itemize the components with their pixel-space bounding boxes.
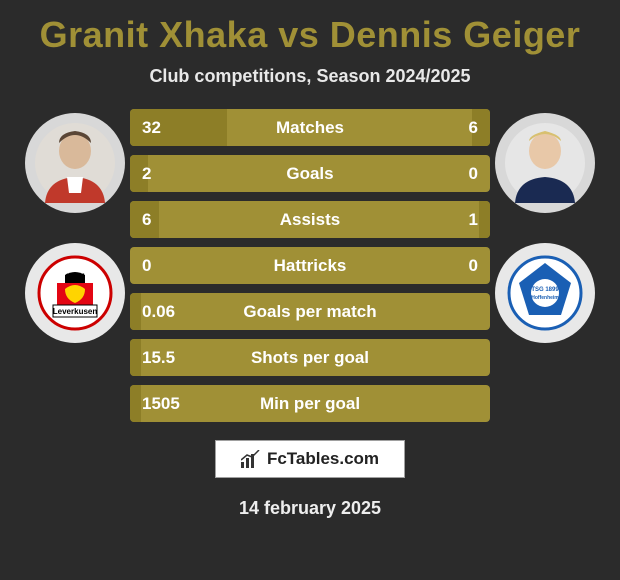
player-right-avatar xyxy=(495,113,595,213)
club-badge-icon: 1904 Leverkusen xyxy=(35,253,115,333)
comparison-panel: 1904 Leverkusen 32 6 Matches 2 0 Goals 6 1 Assis… xyxy=(0,107,620,422)
bar-fill-left xyxy=(130,339,141,376)
site-label: FcTables.com xyxy=(267,449,379,469)
stat-right-value: 0 xyxy=(469,256,478,276)
player-left-avatar xyxy=(25,113,125,213)
player-right-club-badge: TSG 1899 Hoffenheim xyxy=(495,243,595,343)
stat-left-value: 1505 xyxy=(142,394,180,414)
person-icon xyxy=(35,123,115,203)
svg-text:Hoffenheim: Hoffenheim xyxy=(531,295,559,301)
subtitle: Club competitions, Season 2024/2025 xyxy=(149,66,470,87)
stat-right-value: 0 xyxy=(469,164,478,184)
stat-label: Shots per goal xyxy=(251,348,369,368)
stat-left-value: 32 xyxy=(142,118,161,138)
stat-right-value: 1 xyxy=(469,210,478,230)
stat-label: Goals per match xyxy=(243,302,376,322)
page-title: Granit Xhaka vs Dennis Geiger xyxy=(40,14,581,56)
stat-row: 15.5 Shots per goal xyxy=(130,339,490,376)
stat-left-value: 6 xyxy=(142,210,151,230)
stat-row: 2 0 Goals xyxy=(130,155,490,192)
svg-text:TSG 1899: TSG 1899 xyxy=(531,287,559,293)
stat-row: 32 6 Matches xyxy=(130,109,490,146)
bar-fill-right xyxy=(479,201,490,238)
bar-fill-left xyxy=(130,385,141,422)
stat-right-value: 6 xyxy=(469,118,478,138)
stat-row: 6 1 Assists xyxy=(130,201,490,238)
footer-date: 14 february 2025 xyxy=(239,498,381,519)
stat-left-value: 2 xyxy=(142,164,151,184)
bar-fill-left xyxy=(130,293,141,330)
stat-label: Min per goal xyxy=(260,394,360,414)
site-badge[interactable]: FcTables.com xyxy=(215,440,405,478)
stat-left-value: 15.5 xyxy=(142,348,175,368)
right-side: TSG 1899 Hoffenheim xyxy=(490,107,600,343)
club-badge-icon: TSG 1899 Hoffenheim xyxy=(505,253,585,333)
stat-row: 0.06 Goals per match xyxy=(130,293,490,330)
stat-label: Assists xyxy=(280,210,340,230)
stat-label: Goals xyxy=(286,164,333,184)
svg-text:1904: 1904 xyxy=(65,272,85,282)
stat-label: Matches xyxy=(276,118,344,138)
stat-left-value: 0.06 xyxy=(142,302,175,322)
stat-left-value: 0 xyxy=(142,256,151,276)
svg-text:Leverkusen: Leverkusen xyxy=(53,307,98,316)
stat-bars: 32 6 Matches 2 0 Goals 6 1 Assists 0 0 Hattricks 0.0… xyxy=(130,107,490,422)
stat-row: 0 0 Hattricks xyxy=(130,247,490,284)
chart-icon xyxy=(241,450,261,468)
player-left-club-badge: 1904 Leverkusen xyxy=(25,243,125,343)
person-icon xyxy=(505,123,585,203)
stat-row: 1505 Min per goal xyxy=(130,385,490,422)
stat-label: Hattricks xyxy=(274,256,347,276)
left-side: 1904 Leverkusen xyxy=(20,107,130,343)
